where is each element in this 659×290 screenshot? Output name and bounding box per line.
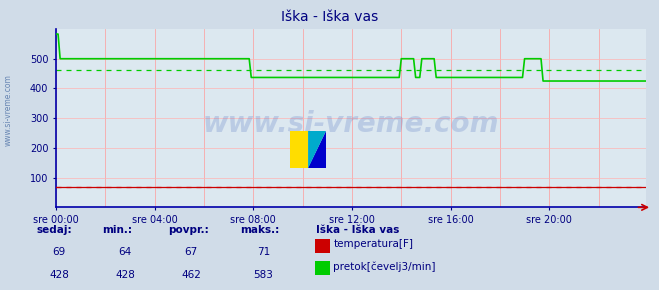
Text: povpr.:: povpr.:	[168, 225, 209, 235]
Text: sedaj:: sedaj:	[36, 225, 72, 235]
Text: www.si-vreme.com: www.si-vreme.com	[203, 110, 499, 137]
Polygon shape	[308, 130, 326, 168]
Text: 583: 583	[254, 270, 273, 280]
Text: 69: 69	[53, 247, 66, 257]
Text: 462: 462	[181, 270, 201, 280]
Text: temperatura[F]: temperatura[F]	[333, 240, 413, 249]
Text: min.:: min.:	[102, 225, 132, 235]
Text: 67: 67	[185, 247, 198, 257]
Polygon shape	[308, 130, 326, 168]
Text: pretok[čevelj3/min]: pretok[čevelj3/min]	[333, 262, 436, 272]
Text: 428: 428	[115, 270, 135, 280]
Text: maks.:: maks.:	[241, 225, 280, 235]
Text: 428: 428	[49, 270, 69, 280]
Text: 64: 64	[119, 247, 132, 257]
Polygon shape	[290, 130, 308, 168]
Text: www.si-vreme.com: www.si-vreme.com	[3, 74, 13, 146]
Text: 71: 71	[257, 247, 270, 257]
Text: Iška - Iška vas: Iška - Iška vas	[316, 225, 400, 235]
Text: Iška - Iška vas: Iška - Iška vas	[281, 10, 378, 24]
